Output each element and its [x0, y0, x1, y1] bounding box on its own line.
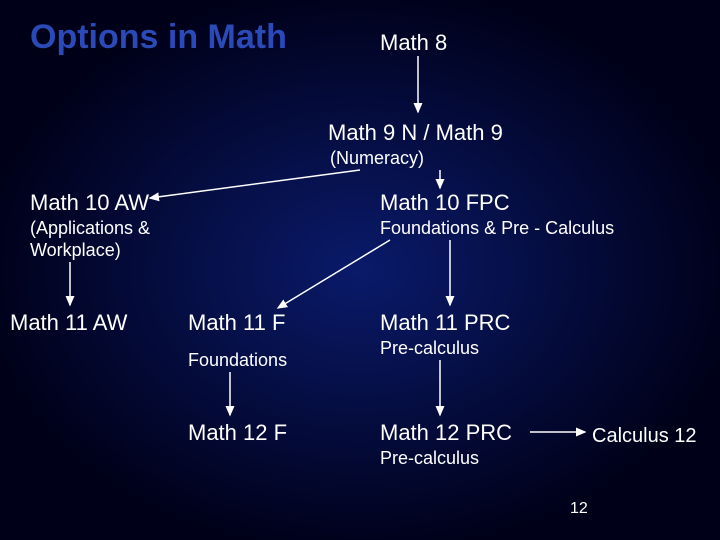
slide-container: Options in Math Math 8 Math 9 N / Math 9… [0, 0, 720, 540]
arrows-layer [0, 0, 720, 540]
page-number: 12 [570, 500, 588, 518]
